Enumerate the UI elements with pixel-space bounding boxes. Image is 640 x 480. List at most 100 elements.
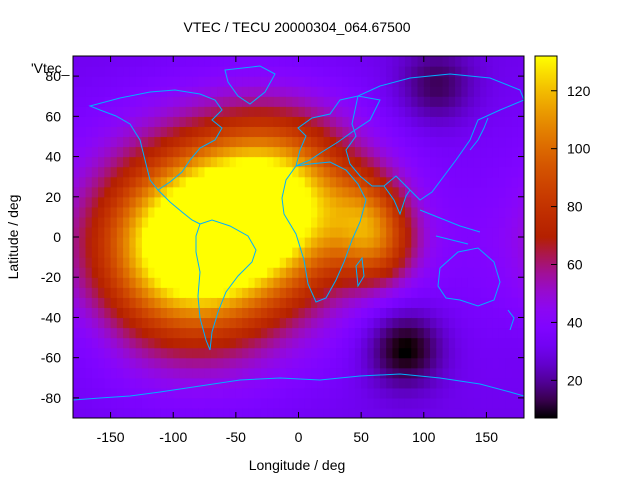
heatmap-cell (342, 106, 350, 117)
heatmap-cell (517, 216, 524, 228)
heatmap-cell (79, 86, 87, 97)
heatmap-cell (342, 146, 350, 158)
heatmap-cell (135, 407, 143, 418)
heatmap-cell (373, 247, 381, 258)
heatmap-cell (461, 267, 469, 278)
heatmap-cell (254, 86, 262, 97)
heatmap-cell (154, 277, 162, 288)
heatmap-cell (511, 277, 519, 288)
heatmap-cell (217, 297, 224, 308)
heatmap-cell (192, 166, 199, 178)
heatmap-cell (304, 166, 312, 178)
heatmap-cell (210, 226, 218, 238)
heatmap-cell (79, 196, 87, 208)
heatmap-cell (135, 387, 143, 399)
heatmap-cell (373, 257, 381, 268)
heatmap-cell (248, 397, 256, 409)
heatmap-cell (73, 186, 80, 198)
heatmap-cell (98, 257, 105, 268)
heatmap-cell (192, 377, 199, 389)
heatmap-cell (204, 226, 212, 238)
heatmap-cell (486, 317, 494, 329)
heatmap-cell (448, 206, 456, 218)
heatmap-cell (210, 257, 218, 268)
heatmap-cell (455, 226, 462, 238)
heatmap-cell (430, 146, 437, 158)
heatmap-cell (198, 277, 206, 288)
heatmap-cell (392, 327, 400, 339)
heatmap-cell (392, 156, 400, 168)
heatmap-cell (517, 247, 524, 258)
heatmap-cell (386, 337, 394, 349)
heatmap-cell (223, 96, 231, 107)
heatmap-cell (311, 76, 318, 87)
heatmap-cell (154, 267, 162, 278)
heatmap-cell (98, 247, 105, 258)
heatmap-cell (235, 287, 243, 298)
heatmap-cell (110, 86, 118, 97)
heatmap-cell (498, 347, 506, 359)
heatmap-cell (448, 267, 456, 278)
heatmap-cell (123, 176, 130, 188)
heatmap-cell (198, 347, 206, 359)
heatmap-cell (342, 287, 350, 298)
heatmap-cell (354, 166, 362, 178)
heatmap-cell (423, 247, 431, 258)
heatmap-cell (367, 66, 375, 77)
heatmap-cell (91, 136, 99, 148)
heatmap-cell (129, 156, 137, 168)
heatmap-cell (135, 156, 143, 168)
heatmap-cell (116, 216, 124, 228)
heatmap-cell (336, 76, 343, 87)
heatmap-cell (98, 337, 105, 349)
heatmap-cell (373, 347, 381, 359)
heatmap-cell (436, 407, 444, 418)
heatmap-cell (373, 407, 381, 418)
heatmap-cell (98, 377, 105, 389)
heatmap-cell (85, 76, 93, 87)
heatmap-cell (210, 277, 218, 288)
heatmap-cell (154, 307, 162, 319)
heatmap-cell (511, 257, 519, 268)
heatmap-cell (386, 136, 394, 148)
heatmap-cell (91, 66, 99, 77)
heatmap-cell (448, 377, 456, 389)
heatmap-cell (223, 126, 231, 138)
heatmap-cell (110, 267, 118, 278)
heatmap-cell (91, 307, 99, 319)
heatmap-cell (104, 136, 112, 148)
heatmap-cell (116, 367, 124, 379)
heatmap-cell (173, 146, 181, 158)
heatmap-cell (185, 317, 193, 329)
heatmap-cell (223, 357, 231, 369)
heatmap-cell (311, 136, 318, 148)
heatmap-cell (260, 347, 268, 359)
heatmap-cell (160, 216, 168, 228)
heatmap-cell (386, 156, 394, 168)
heatmap-cell (348, 146, 356, 158)
y-axis-label: Latitude / deg (5, 195, 21, 280)
heatmap-cell (317, 226, 325, 238)
heatmap-cell (248, 106, 256, 117)
heatmap-cell (141, 337, 149, 349)
heatmap-cell (73, 297, 80, 308)
heatmap-cell (404, 337, 412, 349)
heatmap-cell (166, 257, 174, 268)
heatmap-cell (235, 126, 243, 138)
heatmap-cell (110, 176, 118, 188)
heatmap-cell (367, 116, 375, 127)
heatmap-cell (123, 196, 130, 208)
heatmap-cell (267, 186, 275, 198)
heatmap-cell (104, 267, 112, 278)
heatmap-cell (386, 237, 394, 248)
heatmap-cell (204, 196, 212, 208)
heatmap-cell (242, 267, 249, 278)
heatmap-cell (348, 317, 356, 329)
heatmap-cell (292, 407, 300, 418)
heatmap-cell (505, 407, 513, 418)
heatmap-cell (373, 226, 381, 238)
heatmap-cell (223, 166, 231, 178)
heatmap-cell (229, 146, 237, 158)
heatmap-cell (367, 317, 375, 329)
heatmap-cell (141, 106, 149, 117)
